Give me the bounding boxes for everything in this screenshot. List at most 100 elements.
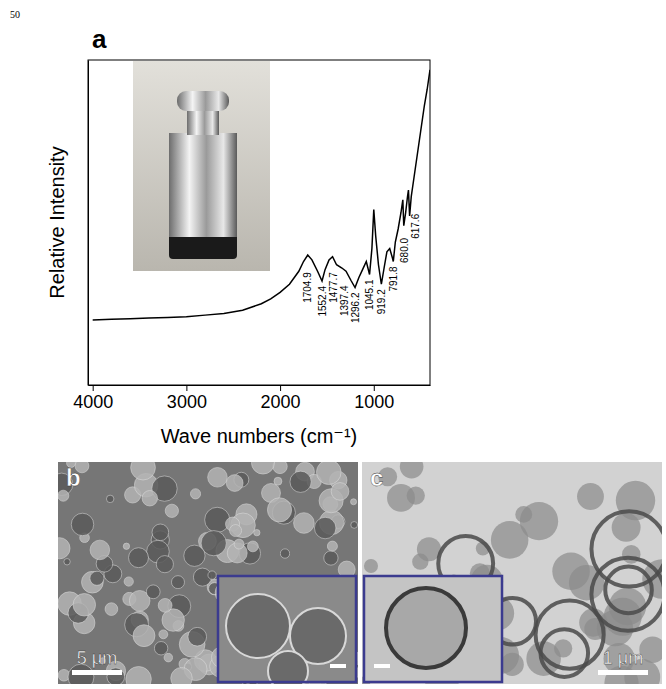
- weight-body: [169, 133, 237, 237]
- x-tick-label: 2000: [261, 392, 301, 412]
- x-axis: 4000300020001000: [73, 385, 430, 412]
- particle: [400, 462, 424, 478]
- particle: [294, 513, 315, 534]
- inset-frame: [364, 576, 502, 682]
- particle: [491, 521, 529, 559]
- peak-label: 1296.2: [350, 292, 361, 323]
- hollow-sphere: [536, 601, 604, 669]
- x-tick: 2000: [261, 385, 301, 412]
- particle: [129, 548, 149, 568]
- particle: [351, 522, 358, 529]
- particle: [247, 541, 258, 552]
- particle: [273, 462, 287, 474]
- particle: [126, 667, 151, 684]
- particle: [73, 594, 96, 617]
- particle: [290, 471, 311, 492]
- hollow-sphere: [605, 567, 652, 614]
- particle: [351, 499, 357, 505]
- particle: [208, 571, 216, 579]
- particle: [171, 576, 184, 589]
- figure: 504000300020001000Wave numbers (cm⁻¹)Rel…: [0, 0, 666, 689]
- particle: [616, 481, 655, 520]
- scale-bar: [598, 670, 648, 675]
- scale-bar-label: 5 μm: [77, 648, 117, 668]
- particle: [159, 630, 168, 639]
- particle: [58, 490, 69, 501]
- x-tick-mark: [186, 385, 187, 391]
- particle: [90, 571, 104, 585]
- particle: [316, 462, 341, 484]
- particle: [267, 498, 291, 522]
- particle: [205, 507, 230, 532]
- particle: [251, 462, 274, 474]
- particle: [64, 559, 70, 565]
- particle: [58, 538, 70, 559]
- inset-photo: [133, 61, 270, 271]
- peak-label: 1552.4: [317, 286, 328, 317]
- plot-frame: [88, 60, 430, 385]
- plot-area: [93, 70, 430, 320]
- particle: [158, 598, 172, 612]
- panel-letter: b: [66, 464, 81, 491]
- x-tick: 4000: [73, 385, 113, 412]
- particle: [314, 517, 336, 539]
- x-tick-mark: [280, 385, 281, 391]
- peak-label: 1704.9: [302, 272, 313, 303]
- micrograph-inset: [364, 576, 502, 682]
- weight-knob: [177, 91, 229, 111]
- micrograph-inset: [218, 576, 356, 684]
- peak-label: 919.2: [376, 289, 387, 314]
- particle: [208, 467, 228, 487]
- peak-label: 1397.4: [339, 285, 350, 316]
- particle: [324, 551, 338, 565]
- inset-background: [364, 576, 502, 682]
- inset-scale-bar: [330, 664, 346, 668]
- particle: [188, 627, 207, 646]
- hollow-sphere: [591, 511, 662, 586]
- particle: [171, 667, 193, 684]
- spectrum-line: [93, 70, 430, 320]
- scale-bar-label: 1 μm: [603, 648, 643, 668]
- particle: [133, 625, 155, 647]
- particle: [123, 543, 129, 549]
- photo-background: [133, 61, 270, 271]
- x-tick-mark: [374, 385, 375, 391]
- micrograph-background: [362, 462, 662, 684]
- particle: [327, 541, 337, 551]
- peak-label: 791.8: [388, 266, 399, 291]
- particle: [280, 549, 289, 558]
- particle: [124, 577, 133, 586]
- particle: [146, 585, 160, 599]
- particle: [577, 483, 604, 510]
- inset-frame: [218, 576, 356, 682]
- peak-label: 1477.7: [328, 272, 339, 303]
- hollow-sphere: [541, 629, 589, 677]
- particle: [165, 504, 178, 517]
- inset-sphere: [268, 651, 308, 684]
- particle: [331, 483, 349, 501]
- y-axis-line: [88, 61, 89, 386]
- x-axis-title: Wave numbers (cm⁻¹): [161, 425, 358, 447]
- particle: [387, 484, 415, 512]
- particle: [156, 556, 173, 573]
- particle: [131, 462, 156, 480]
- peak-label: 680.0: [399, 238, 410, 263]
- inset-sphere: [386, 588, 466, 668]
- x-axis-line: [89, 385, 431, 386]
- micrograph: 1 μm c: [356, 455, 666, 689]
- scale-bar: [72, 670, 122, 675]
- x-tick-mark: [93, 385, 94, 391]
- particle: [554, 639, 572, 657]
- inset-sphere: [226, 594, 290, 658]
- panel-letter: c: [370, 464, 383, 491]
- micrograph-background: [58, 462, 358, 684]
- particle: [234, 539, 244, 549]
- particle: [82, 571, 104, 593]
- peak-label: 617.6: [410, 213, 421, 238]
- x-tick-label: 4000: [73, 392, 113, 412]
- particle: [515, 506, 532, 523]
- page-number: 50: [10, 9, 20, 20]
- particle: [190, 489, 200, 499]
- panel-letter: a: [92, 24, 107, 54]
- particle: [154, 642, 167, 655]
